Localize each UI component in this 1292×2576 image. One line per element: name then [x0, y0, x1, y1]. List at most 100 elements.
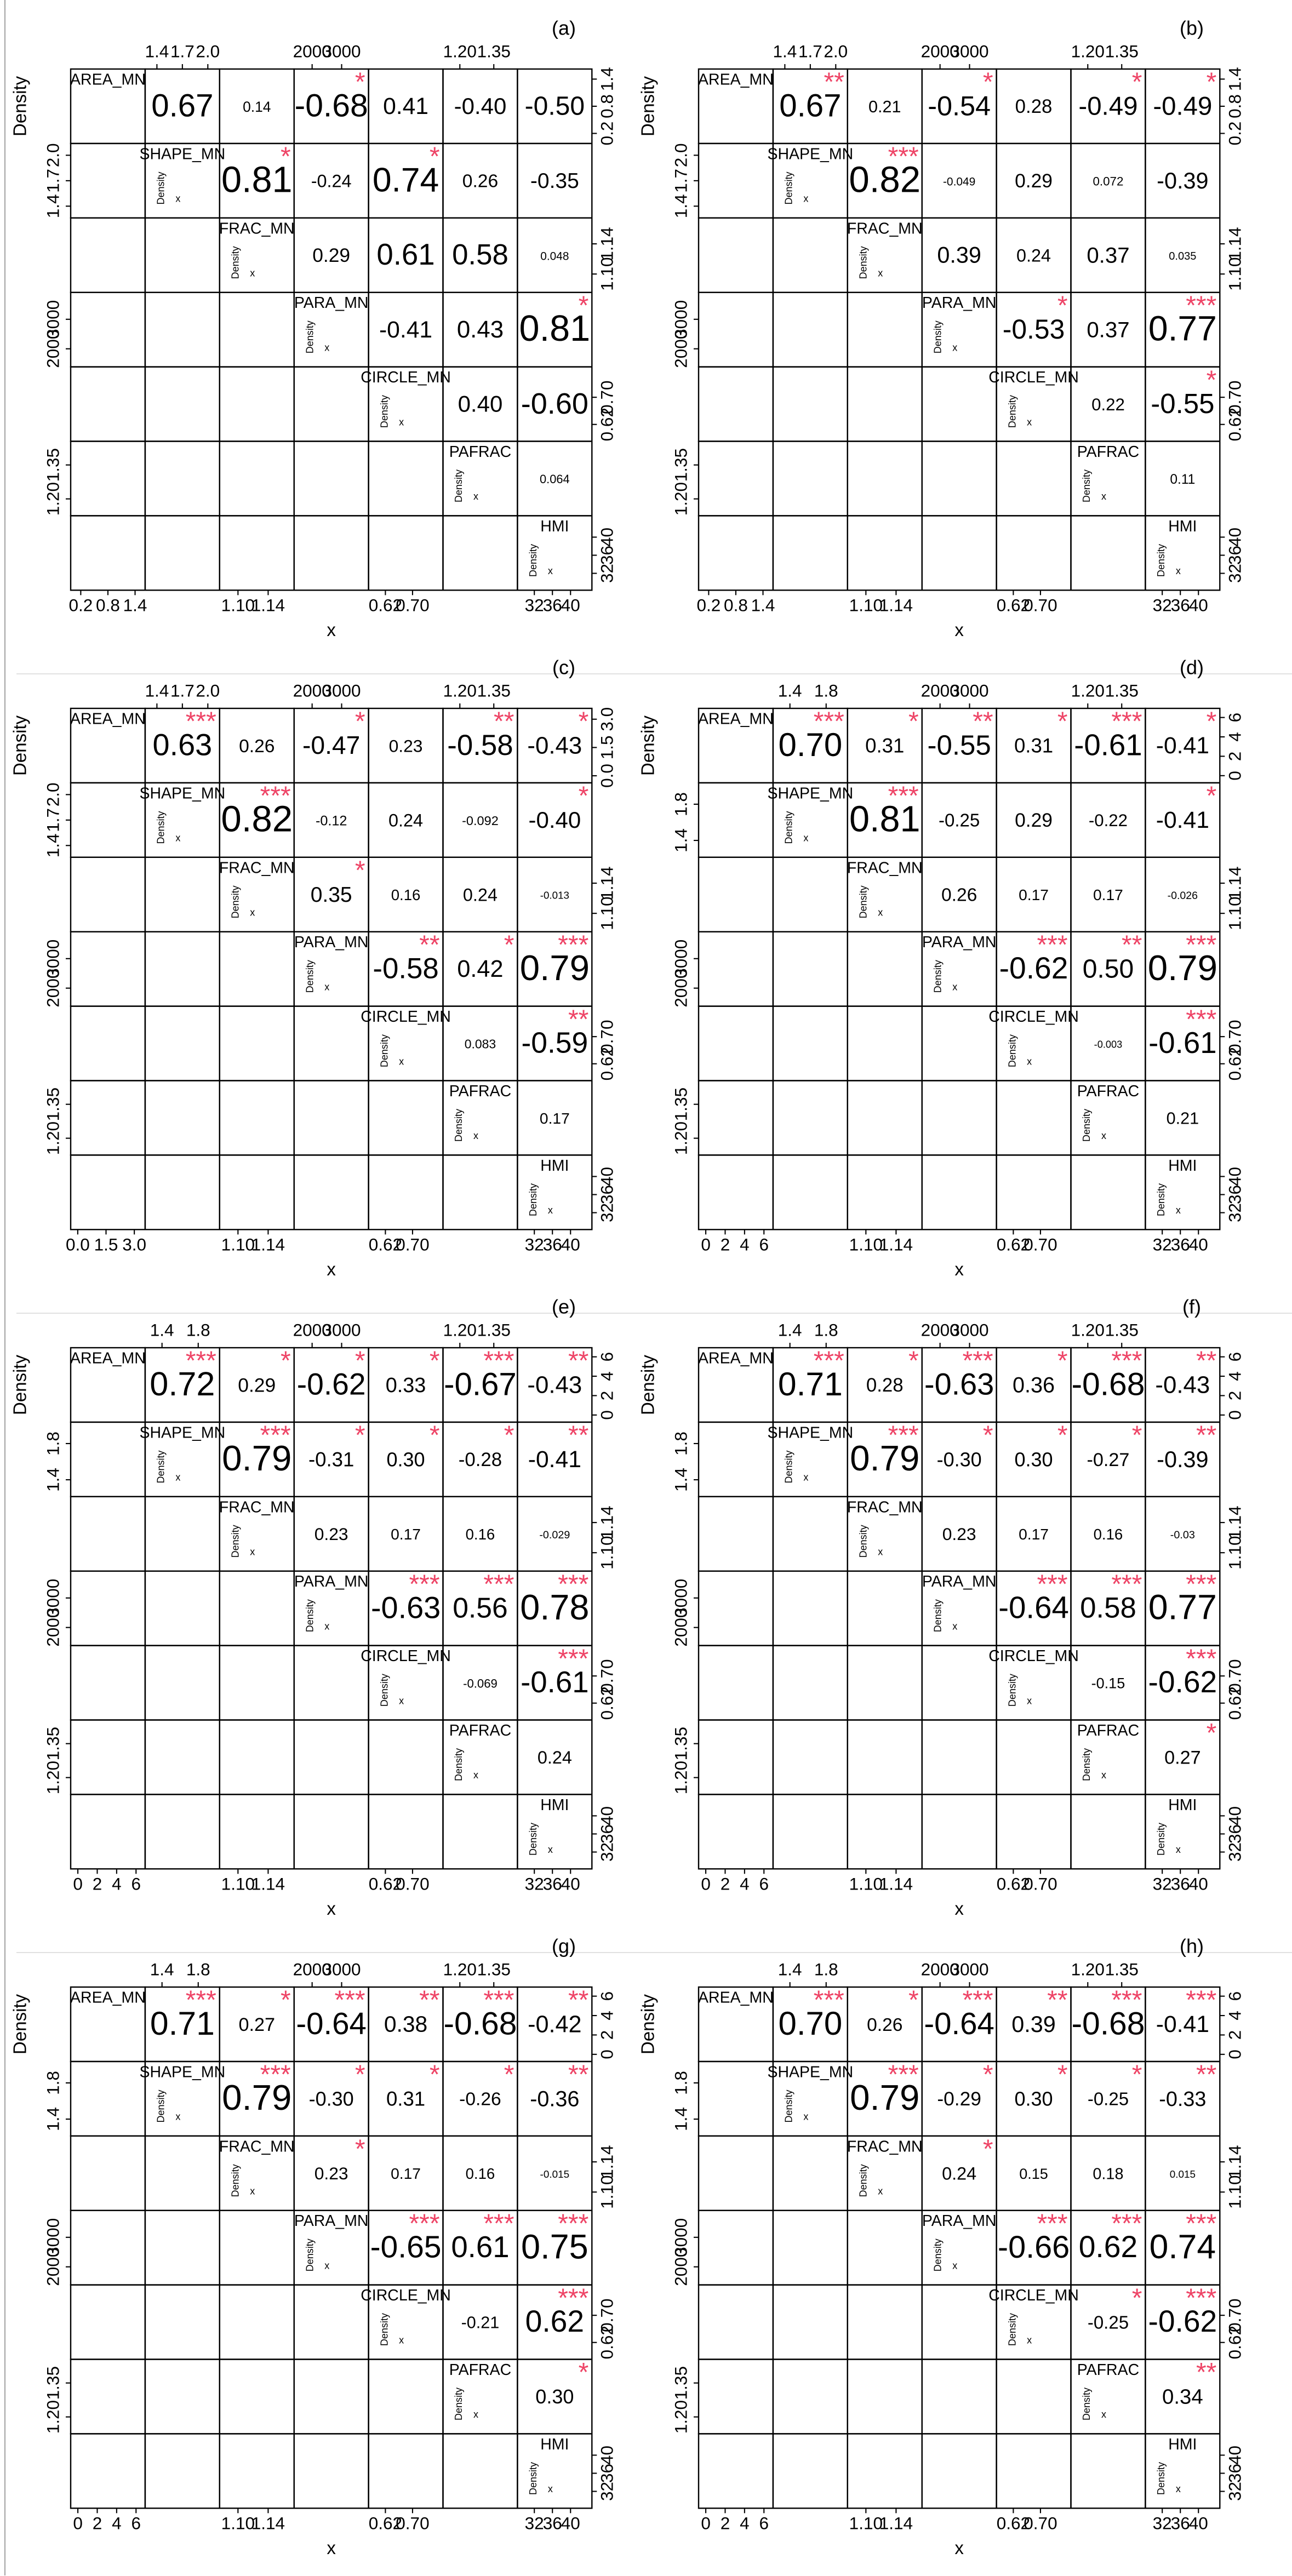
inner-density-label: Density [304, 960, 315, 993]
correlation-value: -0.41 [1156, 2011, 1209, 2037]
significance-stars: * [281, 1986, 291, 2015]
y-tick-label: 0.62 [597, 1686, 617, 1720]
inner-density-label: Density [784, 1450, 794, 1483]
y-tick-label: 2.0 [43, 782, 62, 806]
inner-density-label: Density [304, 320, 315, 353]
cell [772, 2433, 848, 2509]
correlation-value: 0.27 [238, 2014, 275, 2035]
y-tick-label: 40 [1225, 1167, 1245, 1186]
y-tick-label: 32 [597, 1842, 617, 1862]
correlation-value: 0.18 [1093, 2165, 1123, 2183]
correlation-value: -0.35 [530, 169, 579, 193]
significance-stars: *** [888, 142, 919, 171]
y-tick-label: 6 [1225, 1352, 1245, 1362]
significance-stars: *** [814, 707, 844, 736]
significance-stars: * [430, 1347, 440, 1376]
panel-label: (h) [1180, 1935, 1204, 1957]
x-tick-label: 6 [759, 1874, 769, 1894]
cell [70, 217, 146, 293]
cell [921, 366, 997, 442]
significance-stars: * [908, 1986, 919, 2015]
correlation-value: -0.50 [525, 92, 585, 121]
cell [70, 2060, 146, 2137]
x-tick-label: 1.10 [221, 2514, 255, 2533]
cell [368, 1794, 444, 1870]
correlation-value: 0.23 [942, 1524, 976, 1544]
correlation-value: 0.035 [1169, 250, 1196, 262]
significance-stars: * [504, 2060, 514, 2090]
correlation-value: -0.26 [459, 2090, 501, 2110]
cell [996, 2359, 1072, 2435]
significance-stars: *** [558, 1644, 588, 1673]
cell [921, 515, 997, 591]
correlation-value: -0.47 [302, 731, 360, 759]
cell [1070, 2433, 1146, 2509]
significance-stars: ** [568, 1005, 588, 1034]
correlation-value: -0.53 [1003, 314, 1065, 345]
inner-x-label: x [324, 1621, 329, 1632]
cell [70, 2433, 146, 2509]
correlation-value: -0.59 [521, 1027, 588, 1060]
x-tick-label: 1.35 [477, 41, 511, 61]
x-tick-label: 0.62 [369, 596, 402, 615]
x-tick-label: 1.4 [145, 680, 169, 700]
x-tick-label: 1.4 [773, 41, 797, 61]
cell [293, 440, 369, 517]
variable-name: PARA_MN [922, 2212, 997, 2230]
x-tick-label: 1.8 [814, 680, 838, 700]
x-tick-label: 2000 [921, 1320, 959, 1339]
variable-name: FRAC_MN [847, 2138, 923, 2155]
inner-x-label: x [803, 193, 808, 204]
inner-x-label: x [952, 981, 957, 992]
correlation-value: 0.34 [1162, 2385, 1203, 2409]
x-tick-label: 1.10 [849, 2514, 883, 2533]
x-tick-label: 1.14 [251, 1235, 285, 1255]
correlation-value: 0.61 [451, 2230, 509, 2264]
y-tick-label: 36 [597, 546, 617, 565]
correlation-value: 0.78 [520, 1587, 589, 1627]
inner-x-label: x [399, 416, 404, 427]
x-tick-label: 1.35 [1105, 1959, 1139, 1979]
cell [219, 1005, 295, 1081]
x-tick-label: 1.5 [94, 1235, 118, 1255]
inner-x-label: x [399, 1056, 404, 1067]
x-tick-label: 2000 [293, 1320, 331, 1339]
correlation-value: 0.23 [315, 2163, 348, 2183]
cell [219, 515, 295, 591]
significance-stars: *** [888, 1421, 919, 1450]
cell [442, 1794, 518, 1870]
x-tick-label: 32 [1153, 596, 1172, 615]
correlation-value: -0.61 [521, 1665, 588, 1699]
y-tick-label: 3000 [671, 2218, 690, 2257]
inner-x-label: x [803, 2111, 808, 2122]
correlation-value: 0.14 [243, 99, 271, 115]
y-tick-label: 1.14 [597, 227, 617, 260]
inner-x-label: x [548, 1844, 553, 1855]
correlation-value: -0.40 [454, 93, 507, 119]
significance-stars: * [355, 68, 365, 97]
cell [698, 2060, 774, 2137]
cell [144, 1005, 221, 1081]
significance-stars: *** [1186, 2283, 1216, 2312]
inner-density-label: Density [528, 1823, 539, 1856]
variable-name: AREA_MN [70, 71, 146, 89]
significance-stars: *** [1186, 2209, 1216, 2238]
cell [996, 1719, 1072, 1795]
cell [293, 366, 369, 442]
y-tick-label: 36 [1225, 2464, 1245, 2483]
cell [772, 1570, 848, 1646]
correlation-value: -0.29 [937, 2088, 981, 2110]
cell [921, 2359, 997, 2435]
x-tick-label: 36 [543, 2514, 562, 2533]
correlation-value: -0.63 [924, 1367, 994, 1401]
x-tick-label: 0.70 [1024, 1874, 1057, 1894]
x-tick-label: 32 [1153, 2514, 1172, 2533]
correlation-value: 0.28 [866, 1375, 904, 1396]
inner-density-label: Density [230, 2164, 241, 2197]
significance-stars: *** [1037, 930, 1067, 959]
cell [70, 1570, 146, 1646]
cell [1070, 515, 1146, 591]
x-tick-label: 1.4 [751, 596, 775, 615]
cell [144, 2209, 221, 2286]
